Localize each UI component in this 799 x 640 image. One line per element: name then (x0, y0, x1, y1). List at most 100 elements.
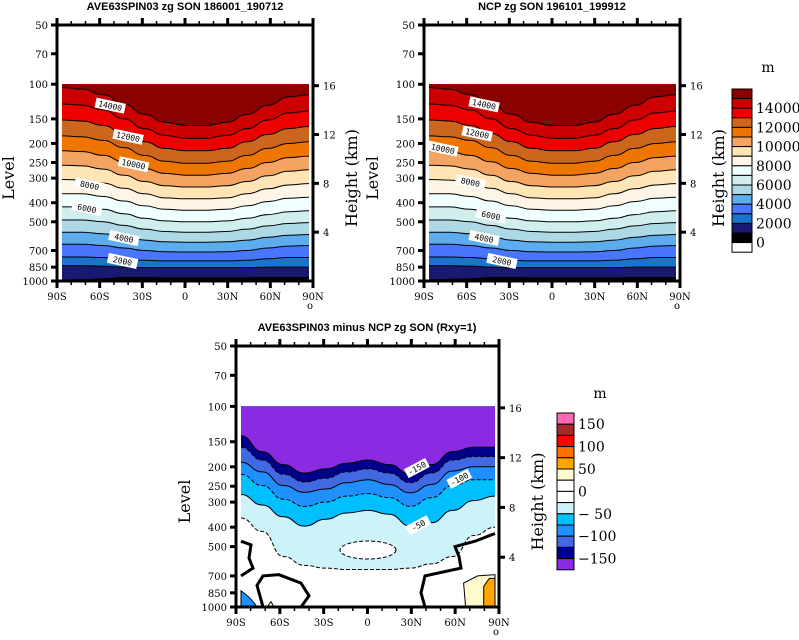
contour-label: 4000 (474, 232, 495, 245)
y-tick-label: 70 (402, 50, 415, 61)
zero-glyph: o (674, 301, 680, 312)
y-tick-label: 500 (29, 218, 48, 229)
y-tick-label: 850 (29, 263, 48, 274)
contour-label-bg (461, 125, 493, 142)
y-tick-label: 150 (29, 115, 48, 126)
x-tick-label: 0 (549, 292, 555, 303)
y-tick-label: 300 (208, 498, 227, 509)
colorbar-box (731, 136, 753, 148)
y-tick-label: 850 (208, 589, 227, 600)
contour-line (428, 119, 677, 152)
y-tick-label: 400 (396, 199, 415, 210)
x-tick-label: 60S (90, 292, 110, 303)
y-tick-label: 1000 (202, 603, 227, 614)
contour-label: 8000 (460, 176, 481, 189)
contour-oval (339, 540, 397, 560)
colorbar-box (556, 558, 575, 571)
contour-line (62, 231, 310, 243)
x-tick-label: 30S (314, 618, 334, 629)
y-tick-label: 70 (214, 371, 227, 382)
y-tick-label: 250 (208, 482, 227, 493)
colorbar-box (731, 98, 753, 109)
colorbar-height: m 14000 12000 10000 8000 6000 4000 2000 0 (731, 60, 799, 253)
colorbar-label: 8000 (756, 159, 792, 175)
contour-label-bg (403, 457, 430, 479)
y-right-axis-label: Height (km) (709, 129, 728, 227)
y-tick-label: 70 (35, 50, 48, 61)
contour-label-bg (427, 140, 459, 157)
contour-line (240, 446, 495, 484)
contour-line (61, 206, 310, 223)
y-tick-label: 700 (396, 247, 415, 258)
x-tick-label: 90N (669, 292, 691, 303)
y-tick-label: 250 (396, 159, 415, 170)
colorbar-box (731, 184, 753, 196)
contour-label: 6000 (76, 202, 97, 215)
contour-line (61, 135, 310, 164)
colorbar-box (556, 524, 575, 537)
colorbar-box (556, 513, 575, 526)
contour-band (429, 84, 676, 126)
colorbar-box (731, 174, 753, 186)
contour-line (428, 135, 677, 164)
zero-contour (255, 573, 311, 608)
colorbar-box (731, 213, 753, 224)
contour-line (61, 256, 309, 262)
panel-title: NCP zg SON 196101_199912 (478, 1, 626, 13)
colorbar-box (556, 535, 575, 548)
colorbar-title: m (761, 60, 774, 76)
contour-line (61, 277, 309, 281)
panel-title: AVE63SPIN03 minus NCP zg SON (Rxy=1) (258, 322, 477, 334)
y-tick-label: 50 (35, 21, 48, 32)
y-tick-label: 150 (208, 438, 227, 449)
contour-label-bg (468, 230, 500, 247)
x-tick-label: 90S (414, 292, 434, 303)
y-right-tick-label: 16 (509, 404, 522, 415)
contour-line (429, 243, 677, 253)
contour-line (62, 193, 310, 211)
y-tick-label: 50 (214, 342, 227, 353)
y-tick-label: 200 (208, 463, 227, 474)
y-right-tick-label: 16 (690, 82, 703, 93)
colorbar-box (556, 502, 575, 515)
colorbar-box (556, 490, 575, 504)
x-tick-label: 60S (457, 292, 477, 303)
contour-line (428, 164, 677, 188)
colorbar-label: −100 (578, 529, 616, 545)
contour-label: 8000 (79, 179, 100, 192)
x-tick-label: 60S (270, 618, 290, 629)
colorbar-box (731, 155, 753, 167)
y-tick-label: 1000 (23, 277, 48, 288)
y-tick-label: 100 (396, 80, 415, 91)
contour-line (62, 219, 310, 233)
colorbar-label: 10000 (756, 140, 799, 156)
y-right-tick-label: 8 (690, 179, 696, 190)
contour-line (61, 119, 310, 152)
contour-label-bg (454, 174, 487, 191)
contour-line (429, 219, 677, 233)
colorbar-label: 2000 (756, 216, 792, 232)
colorbar-label: 12000 (756, 120, 799, 136)
colorbar-box (556, 479, 575, 492)
y-right-tick-label: 4 (509, 553, 515, 564)
colorbar-label: 150 (578, 417, 605, 433)
contour-line (240, 517, 496, 570)
contour-label-bg (468, 96, 500, 113)
x-tick-label: 90S (226, 618, 246, 629)
contour-line (240, 435, 495, 475)
y-tick-label: 1000 (390, 277, 415, 288)
colorbar-box (556, 412, 575, 425)
contour-line (240, 473, 495, 507)
colorbar-box (731, 194, 753, 205)
contour-label-bg (108, 230, 140, 247)
y-right-axis-label: Height (km) (342, 129, 361, 227)
contour-line (428, 256, 676, 262)
panel-ncp-zg: NCP zg SON 196101_199912 140001200010000… (363, 1, 728, 312)
x-tick-label: 60N (627, 292, 649, 303)
y-tick-label: 500 (396, 218, 415, 229)
contour-line (62, 265, 309, 269)
y-axis-label: Level (175, 480, 194, 524)
contour-line (61, 164, 310, 188)
colorbar-difference: m 150 100 50 0 − 50 −100 −150 (556, 386, 616, 571)
